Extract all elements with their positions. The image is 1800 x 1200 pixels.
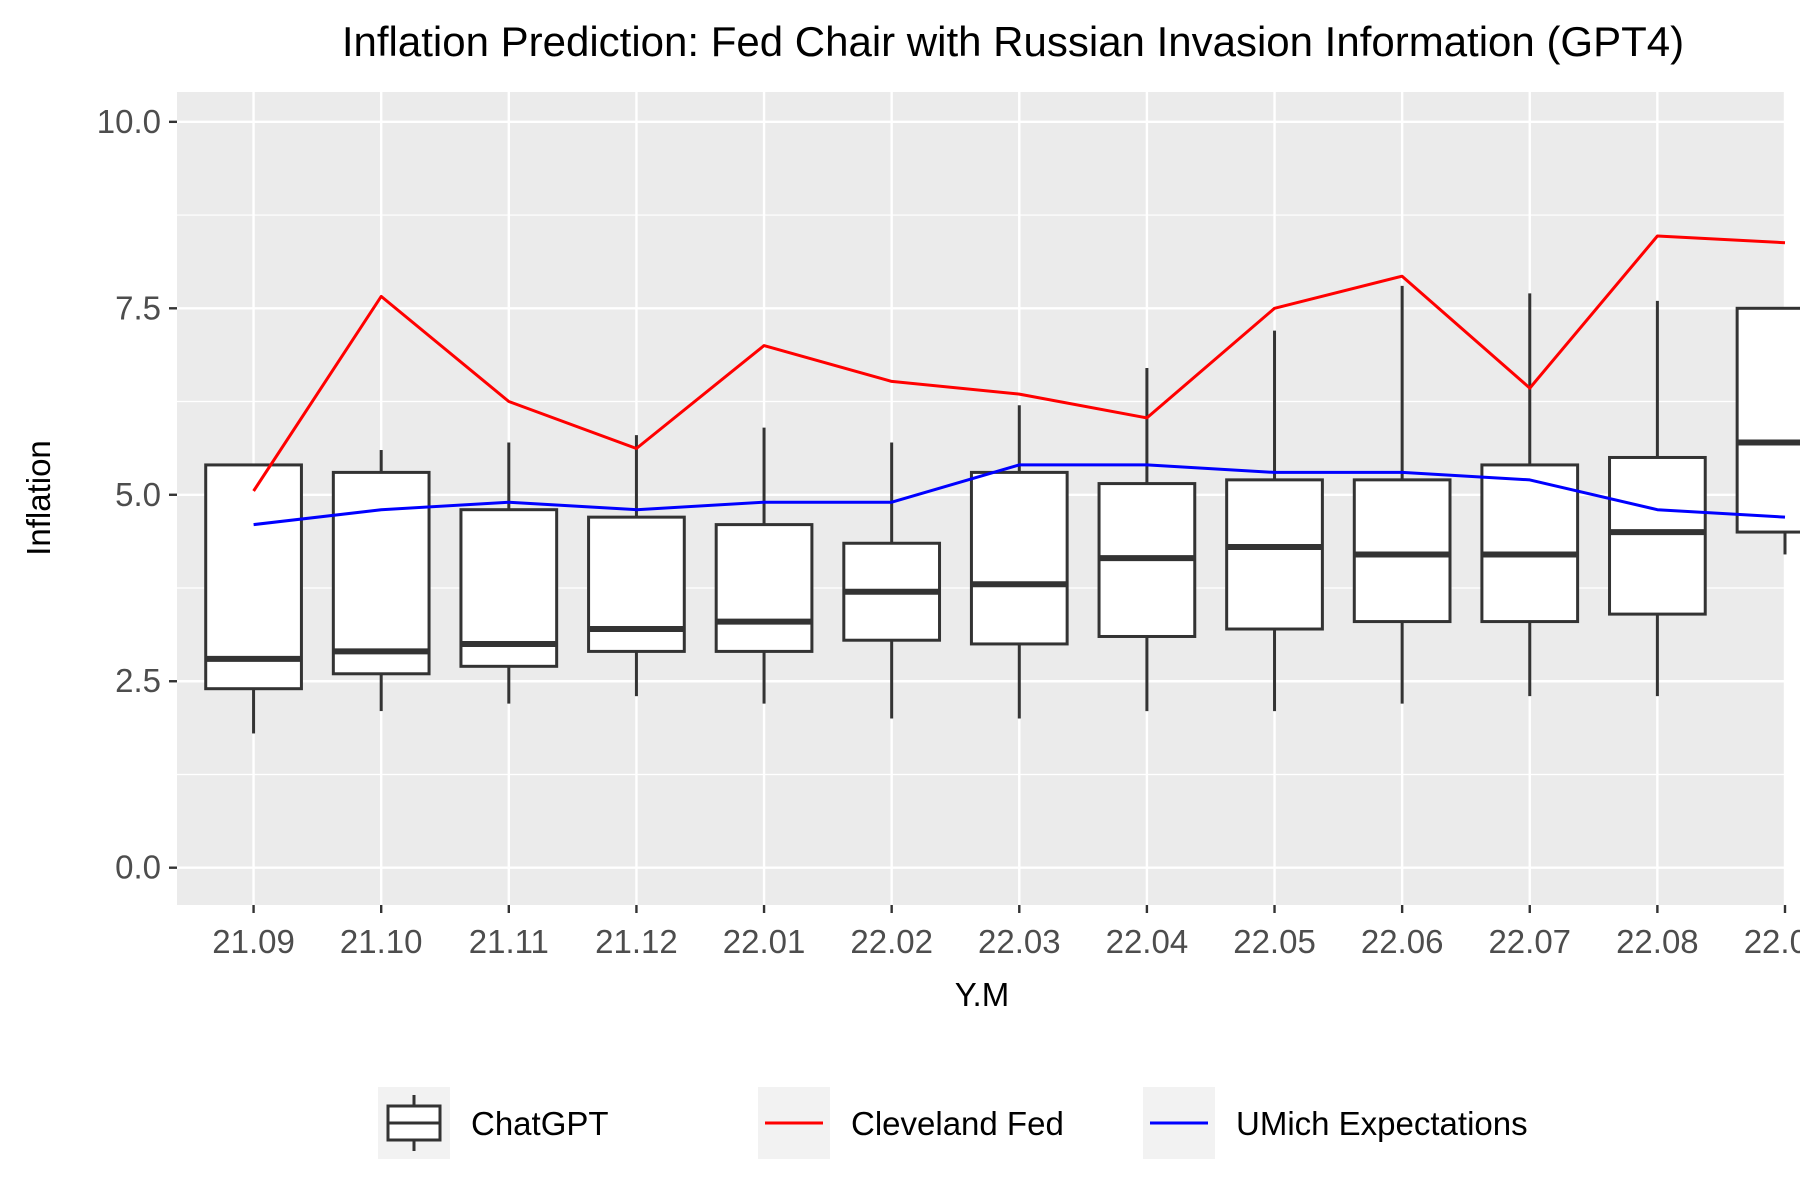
box-iqr (459, 508, 559, 668)
legend-item-chatgpt: ChatGPT (378, 1087, 609, 1159)
box-22.07 (1480, 293, 1580, 697)
box-iqr (1735, 306, 1800, 534)
box-22.05 (1225, 330, 1324, 712)
box-22.02 (842, 442, 942, 719)
y-tick-label: 0.0 (115, 849, 161, 886)
box-21.12 (587, 435, 686, 697)
box-22.08 (1608, 300, 1707, 697)
line-series (252, 234, 1786, 527)
x-tick-label: 22.09 (1744, 923, 1800, 960)
legend-label-chatgpt: ChatGPT (471, 1105, 609, 1142)
x-tick-label: 22.02 (850, 923, 933, 960)
x-tick-label: 22.04 (1106, 923, 1189, 960)
x-tick-label: 21.09 (212, 923, 295, 960)
box-series-chatgpt (204, 285, 1800, 734)
y-tick-label: 7.5 (115, 289, 161, 326)
box-iqr (204, 463, 303, 691)
box-22.09 (1735, 306, 1800, 555)
box-iqr (1608, 455, 1707, 616)
box-22.04 (1097, 367, 1197, 712)
box-22.03 (969, 405, 1069, 719)
box-21.10 (331, 450, 431, 712)
x-tick-label: 21.11 (469, 923, 549, 960)
box-22.06 (1352, 285, 1452, 704)
y-tick-label: 2.5 (115, 662, 161, 699)
legend: ChatGPT Cleveland Fed UMich Expectations (378, 1087, 1528, 1159)
box-iqr (1480, 463, 1580, 624)
x-tick-label: 22.03 (978, 923, 1061, 960)
box-iqr (1225, 478, 1324, 631)
line-cleveland-fed (252, 234, 1786, 492)
x-tick-label: 22.01 (723, 923, 806, 960)
box-iqr (969, 470, 1069, 646)
y-tick-label: 5.0 (115, 476, 161, 513)
x-tick-label: 21.10 (340, 923, 423, 960)
line-umich-expectations (253, 463, 1786, 527)
box-iqr (714, 523, 814, 653)
x-tick-label: 22.05 (1233, 923, 1316, 960)
box-21.11 (459, 442, 559, 704)
legend-label-umich: UMich Expectations (1236, 1105, 1528, 1142)
legend-item-cleveland-fed: Cleveland Fed (758, 1087, 1064, 1159)
y-tick-label: 10.0 (97, 103, 161, 140)
legend-item-umich: UMich Expectations (1143, 1087, 1528, 1159)
box-iqr (331, 470, 431, 676)
x-tick-label: 22.08 (1616, 923, 1699, 960)
chart-title: Inflation Prediction: Fed Chair with Rus… (342, 18, 1684, 65)
x-tick-label: 21.12 (595, 923, 678, 960)
x-axis-title: Y.M (955, 976, 1009, 1013)
x-tick-label: 22.06 (1361, 923, 1444, 960)
axes: 0.0 2.5 5.0 7.5 10.0 21.09 21.10 21.11 21.12 22.0… (97, 103, 1800, 960)
box-iqr (1352, 478, 1452, 624)
legend-label-cleveland-fed: Cleveland Fed (851, 1105, 1064, 1142)
box-22.01 (714, 427, 814, 704)
y-axis-title: Inflation (20, 440, 57, 556)
x-tick-label: 22.07 (1488, 923, 1571, 960)
box-21.09 (204, 463, 303, 734)
